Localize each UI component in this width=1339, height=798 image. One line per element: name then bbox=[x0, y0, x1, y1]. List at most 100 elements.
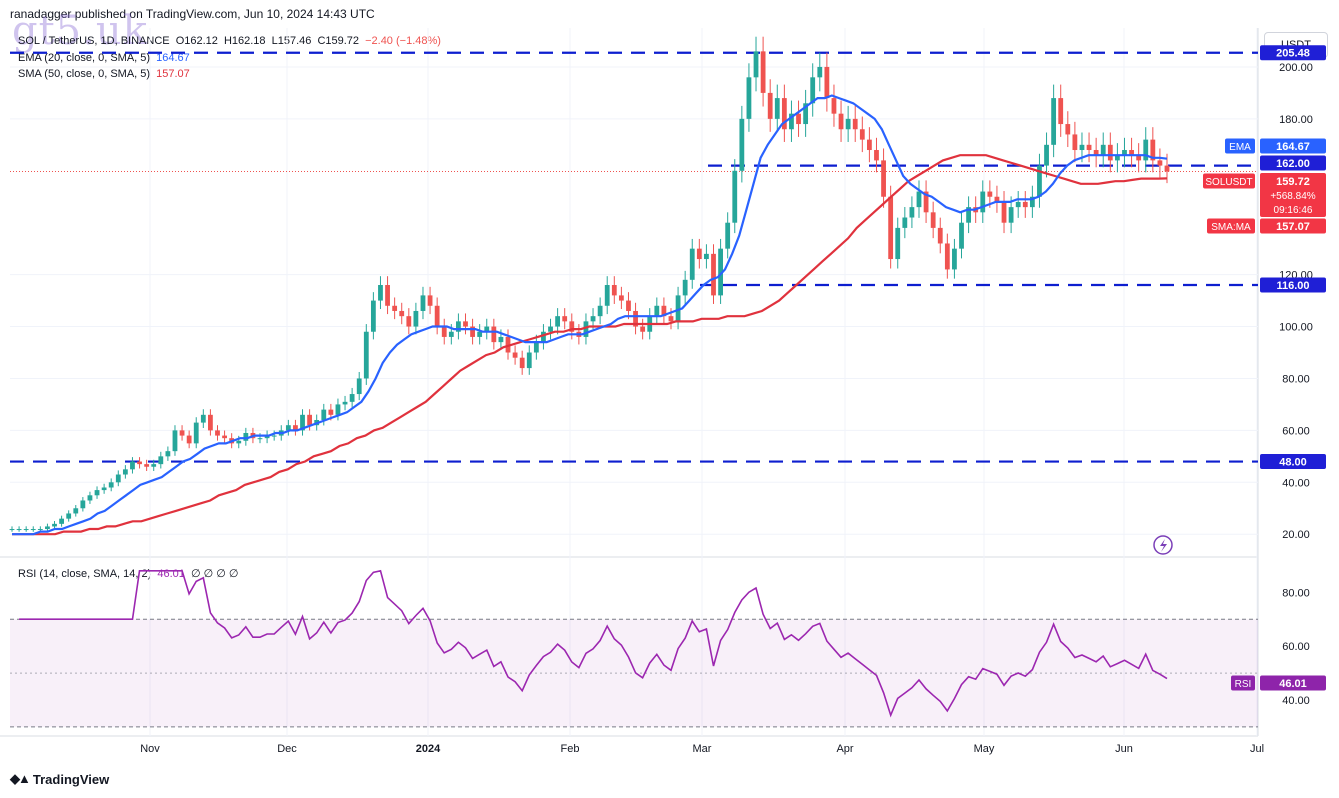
candle-body bbox=[186, 435, 192, 444]
candle-body bbox=[1072, 134, 1078, 151]
rsi-pane bbox=[10, 569, 1258, 728]
price-badge-bg bbox=[1260, 173, 1326, 217]
candle-body bbox=[668, 316, 674, 322]
candle-body bbox=[1044, 144, 1049, 166]
ema-value-badge-bg bbox=[1260, 138, 1326, 154]
candle-body bbox=[73, 508, 79, 514]
symbol-tag-bg bbox=[1203, 173, 1255, 189]
candle-body bbox=[1086, 144, 1092, 151]
candle-body bbox=[916, 191, 922, 208]
candle-body bbox=[434, 305, 440, 327]
legend-ema-value: 164.67 bbox=[156, 52, 190, 64]
candle-body bbox=[236, 440, 242, 444]
legend-symbol-row[interactable]: SOL / TetherUS, 1D, BINANCE O162.12 H162… bbox=[18, 35, 441, 47]
candle-body bbox=[94, 490, 100, 496]
candle-body bbox=[385, 285, 390, 306]
candle-body bbox=[477, 331, 483, 337]
candle-body bbox=[257, 438, 263, 440]
candle-body bbox=[824, 66, 830, 99]
legend-symbol: SOL / TetherUS, 1D, BINANCE bbox=[18, 35, 170, 47]
price-tick-label: 60.00 bbox=[1282, 425, 1310, 437]
candle-body bbox=[172, 430, 178, 452]
candle-body bbox=[1015, 201, 1021, 208]
sma50-line bbox=[12, 154, 1168, 536]
candle-body bbox=[944, 243, 950, 270]
level-116-badge-bg bbox=[1260, 277, 1326, 293]
candle-body bbox=[519, 357, 525, 369]
candle-body bbox=[923, 191, 929, 213]
legend-change: −2.40 (−1.48%) bbox=[365, 35, 441, 47]
candle-body bbox=[654, 305, 660, 317]
candle-body bbox=[392, 305, 398, 311]
candle-body bbox=[626, 300, 631, 311]
candle-body bbox=[349, 394, 355, 402]
candle-body bbox=[810, 77, 816, 104]
candle-body bbox=[420, 295, 426, 311]
candle-body bbox=[937, 227, 943, 244]
candle-body bbox=[285, 425, 291, 431]
candle-body bbox=[987, 191, 993, 197]
candle-body bbox=[895, 227, 901, 260]
candle-body bbox=[633, 310, 638, 327]
candle-body bbox=[796, 113, 801, 125]
candle-body bbox=[321, 409, 327, 421]
level-205-badge: 205.48 bbox=[1276, 48, 1310, 60]
legend-open: O162.12 bbox=[175, 35, 218, 47]
legend-rsi-row[interactable]: RSI (14, close, SMA, 14, 2) 46.01 ∅ ∅ ∅ … bbox=[18, 567, 238, 580]
candle-body bbox=[774, 98, 780, 119]
candles bbox=[9, 36, 1170, 532]
candle-body bbox=[866, 139, 872, 151]
legend-ema-label: EMA (20, close, 0, SMA, 5) bbox=[18, 52, 151, 64]
candle-body bbox=[165, 451, 171, 457]
candle-body bbox=[448, 331, 454, 337]
candle-body bbox=[732, 170, 738, 223]
candle-body bbox=[817, 66, 823, 78]
sma-tag: SMA:MA bbox=[1211, 222, 1251, 233]
time-tick-label: Dec bbox=[277, 743, 297, 755]
candle-body bbox=[271, 435, 277, 437]
candle-body bbox=[611, 285, 617, 296]
legend-sma-row[interactable]: SMA (50, close, 0, SMA, 5) 157.07 bbox=[18, 68, 190, 80]
level-162-badge-bg bbox=[1260, 155, 1326, 171]
candle-body bbox=[1164, 165, 1170, 172]
candle-body bbox=[760, 51, 766, 93]
candle-body bbox=[675, 295, 681, 322]
rsi-tag: RSI bbox=[1235, 679, 1252, 690]
candle-body bbox=[994, 196, 1000, 202]
time-tick-label: Jun bbox=[1115, 743, 1133, 755]
candle-body bbox=[108, 482, 114, 488]
candle-body bbox=[959, 222, 964, 249]
candle-body bbox=[158, 456, 164, 465]
legend-ema-row[interactable]: EMA (20, close, 0, SMA, 5) 164.67 bbox=[18, 52, 190, 64]
rsi-value-badge: 46.01 bbox=[1279, 678, 1307, 690]
candle-body bbox=[59, 518, 65, 524]
candle-body bbox=[1143, 139, 1149, 161]
candle-body bbox=[881, 160, 886, 197]
candle-body bbox=[704, 253, 709, 260]
candle-body bbox=[888, 196, 894, 260]
candle-body bbox=[264, 435, 270, 439]
candle-body bbox=[689, 248, 695, 280]
time-tick-label: Feb bbox=[561, 743, 580, 755]
time-tick-label: Jul bbox=[1250, 743, 1264, 755]
tradingview-logo[interactable]: ◆▲ TradingView bbox=[10, 771, 109, 787]
candle-body bbox=[548, 326, 553, 332]
flash-icon[interactable] bbox=[1153, 535, 1173, 555]
candle-body bbox=[498, 336, 504, 343]
rsi-tick-label: 40.00 bbox=[1282, 695, 1310, 707]
candle-body bbox=[746, 77, 752, 119]
sma-value-badge-bg bbox=[1260, 218, 1326, 234]
candle-body bbox=[491, 326, 497, 343]
price-tick-label: 40.00 bbox=[1282, 477, 1310, 489]
candle-body bbox=[1058, 98, 1064, 125]
candle-body bbox=[966, 207, 971, 223]
candle-body bbox=[767, 92, 773, 119]
candle-body bbox=[1114, 155, 1120, 161]
candle-body bbox=[1022, 201, 1028, 208]
candle-body bbox=[909, 207, 915, 218]
rsi-tag-bg bbox=[1231, 675, 1255, 691]
candle-body bbox=[45, 526, 50, 530]
candle-body bbox=[852, 118, 858, 130]
candle-body bbox=[193, 422, 199, 444]
